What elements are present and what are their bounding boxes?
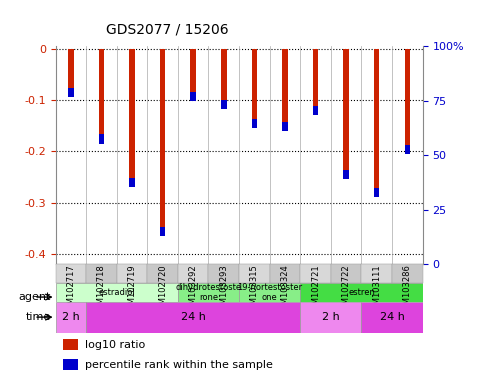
Bar [147, 264, 178, 283]
Bar [178, 264, 209, 283]
Bar [160, 227, 165, 236]
Bar [86, 301, 300, 333]
Bar [252, 119, 257, 128]
Bar [331, 264, 361, 283]
Bar [313, 106, 318, 115]
Text: 2 h: 2 h [62, 312, 80, 322]
Bar [405, 145, 410, 154]
Bar [99, 49, 104, 144]
Bar [178, 283, 239, 301]
Bar [221, 100, 227, 109]
Bar [405, 49, 410, 154]
Bar [190, 92, 196, 101]
Bar [56, 264, 86, 283]
Text: dihydrotestoste
rone: dihydrotestoste rone [175, 283, 242, 302]
Bar [68, 49, 73, 98]
Bar [361, 264, 392, 283]
Text: GSM103315: GSM103315 [250, 264, 259, 315]
Text: GSM102720: GSM102720 [158, 264, 167, 315]
Bar [129, 178, 135, 187]
Text: GSM103293: GSM103293 [219, 264, 228, 315]
Bar [361, 301, 423, 333]
Text: estren: estren [348, 288, 375, 297]
Bar [374, 49, 380, 197]
Text: agent: agent [18, 292, 51, 302]
Text: GSM102717: GSM102717 [66, 264, 75, 315]
Text: GSM102722: GSM102722 [341, 264, 351, 315]
Text: log10 ratio: log10 ratio [85, 340, 145, 350]
Bar [63, 339, 78, 350]
Bar [56, 283, 178, 301]
Bar [300, 283, 423, 301]
Bar [300, 301, 361, 333]
Bar [63, 359, 78, 370]
Text: GSM103324: GSM103324 [281, 264, 289, 315]
Text: GSM102721: GSM102721 [311, 264, 320, 315]
Bar [129, 49, 135, 187]
Bar [190, 49, 196, 101]
Text: GSM103292: GSM103292 [189, 264, 198, 315]
Bar [99, 134, 104, 144]
Bar [270, 264, 300, 283]
Bar [252, 49, 257, 128]
Text: 19-nortestoster
one: 19-nortestoster one [237, 283, 302, 302]
Bar [313, 49, 318, 115]
Text: GSM102718: GSM102718 [97, 264, 106, 315]
Bar [343, 49, 349, 179]
Bar [209, 264, 239, 283]
Bar [282, 121, 288, 131]
Text: 2 h: 2 h [322, 312, 340, 322]
Bar [239, 283, 300, 301]
Bar [160, 49, 165, 236]
Bar [343, 170, 349, 179]
Bar [239, 264, 270, 283]
Bar [282, 49, 288, 131]
Bar [117, 264, 147, 283]
Text: percentile rank within the sample: percentile rank within the sample [85, 359, 273, 369]
Text: 24 h: 24 h [380, 312, 404, 322]
Bar [221, 49, 227, 109]
Text: 24 h: 24 h [181, 312, 206, 322]
Text: GDS2077 / 15206: GDS2077 / 15206 [106, 23, 229, 36]
Text: estradiol: estradiol [99, 288, 135, 297]
Bar [374, 188, 380, 197]
Bar [56, 301, 86, 333]
Bar [68, 88, 73, 98]
Text: GSM103286: GSM103286 [403, 264, 412, 315]
Bar [392, 264, 423, 283]
Text: time: time [26, 312, 51, 322]
Text: GSM102719: GSM102719 [128, 264, 137, 315]
Bar [300, 264, 331, 283]
Text: GSM103111: GSM103111 [372, 264, 381, 315]
Bar [86, 264, 117, 283]
